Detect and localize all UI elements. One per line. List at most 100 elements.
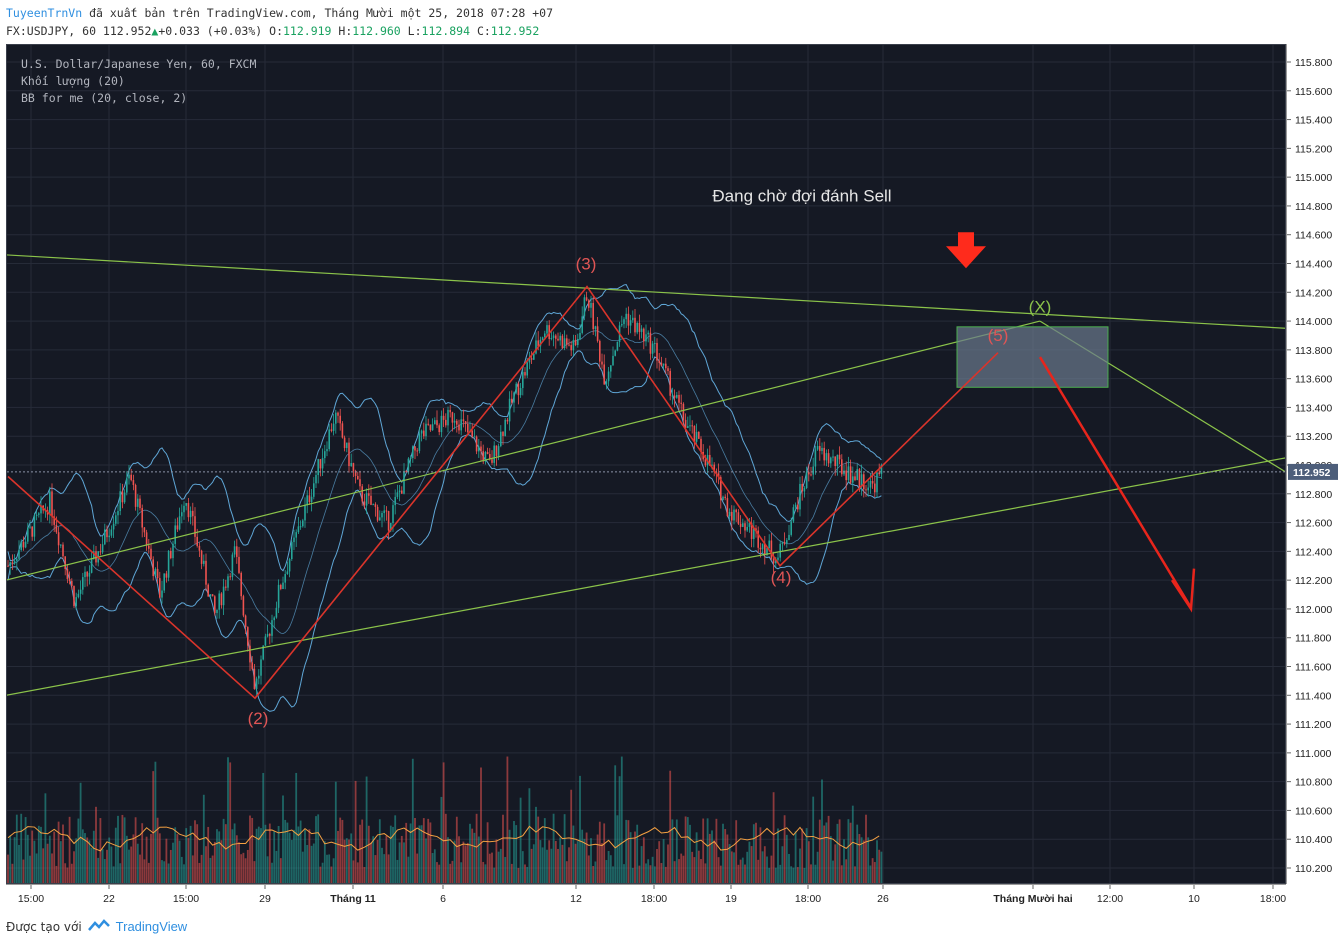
chart-pane[interactable]: (2) (3) (4) (5) (X) Đang chờ đợi đánh Sell U.… [6, 44, 1286, 884]
volume-bar [574, 843, 577, 883]
volume-bar [429, 822, 432, 883]
volume-bar [55, 865, 58, 883]
volume-bar [13, 837, 16, 883]
price-axis[interactable]: 115.800 115.600 115.400 115.200 115.000 114.8… [1286, 44, 1339, 884]
volume-bar [755, 822, 757, 883]
candle-body [119, 491, 121, 511]
candle-body [497, 446, 500, 456]
volume-bar [579, 775, 581, 883]
volume-bar [378, 819, 381, 883]
volume-bar [350, 833, 353, 883]
volume-bar [279, 858, 282, 883]
candle-body [814, 449, 817, 467]
candle-body [552, 335, 555, 339]
candle-body [695, 431, 698, 442]
candle-body [671, 395, 674, 397]
volume-bar [816, 851, 819, 883]
price-tick-label: 115.800 [1295, 57, 1332, 69]
candle-body [262, 645, 264, 660]
candle-body [832, 456, 834, 458]
volume-bar [594, 861, 597, 883]
volume-bar [222, 818, 225, 883]
candle-body [572, 339, 575, 351]
volume-bar [590, 838, 592, 883]
author-link[interactable]: TuyeenTrnVn [6, 6, 83, 20]
volume-bar [92, 830, 95, 883]
candle-body [504, 419, 506, 436]
candle-body [130, 474, 132, 481]
candle-body [231, 554, 234, 577]
volume-bar [603, 823, 606, 883]
candle-body [387, 511, 390, 531]
candle-body [205, 560, 207, 585]
volume-bar [306, 844, 309, 883]
candle-body [803, 487, 806, 492]
volume-bar [686, 817, 689, 883]
volume-bar [84, 833, 86, 883]
candle-body [62, 544, 64, 557]
volume-bar [612, 866, 614, 883]
candle-body [260, 659, 262, 676]
volume-bar [407, 856, 410, 883]
candle-body [753, 528, 755, 539]
volume-bar [297, 826, 300, 883]
candle-body [651, 343, 654, 354]
price-tick-label: 115.600 [1295, 86, 1332, 98]
candle-body [638, 322, 641, 332]
volume-bar [330, 866, 333, 883]
legend-symbol[interactable]: U.S. Dollar/Japanese Yen, 60, FXCM [21, 57, 257, 71]
price-tick-label: 110.800 [1295, 777, 1332, 789]
candle-body [321, 458, 324, 469]
volume-bar [400, 835, 403, 883]
candle-body [629, 320, 632, 326]
volume-bar [59, 841, 62, 883]
volume-bar [88, 840, 91, 883]
volume-bar [231, 829, 234, 883]
volume-bar [658, 841, 661, 883]
volume-bar [227, 757, 229, 883]
candle-body [86, 571, 88, 577]
candle-body [478, 446, 480, 452]
volume-bar [255, 828, 258, 883]
volume-bar [587, 855, 590, 883]
volume-bar [381, 847, 383, 883]
candle-body [57, 532, 60, 546]
chart-canvas[interactable]: (2) (3) (4) (5) (X) Đang chờ đợi đánh Sell [7, 45, 1285, 883]
volume-bar [363, 866, 366, 883]
candle-body [654, 343, 656, 345]
volume-bar [807, 841, 810, 883]
volume-bar [821, 779, 823, 883]
legend-bollinger[interactable]: BB for me (20, close, 2) [21, 91, 188, 105]
volume-bar [871, 858, 874, 883]
price-tick-label: 114.400 [1295, 259, 1332, 271]
legend-volume[interactable]: Khối lượng (20) [21, 74, 125, 88]
candle-body [55, 524, 58, 533]
candle-body [203, 560, 205, 564]
candle-body [566, 338, 568, 345]
volume-bar [849, 822, 852, 883]
volume-bar [843, 839, 845, 883]
volume-bar [649, 865, 652, 883]
time-axis[interactable]: 15:00 22 15:00 29 Tháng 11 6 12 18:00 19 18:00 26 T… [6, 884, 1286, 913]
candle-body [431, 424, 434, 431]
price-tick-label: 111.200 [1295, 719, 1332, 731]
candle-body [711, 464, 713, 466]
candle-body [220, 593, 223, 606]
volume-bar [57, 821, 60, 883]
wave-label: (X) [1029, 297, 1052, 316]
candle-body [104, 529, 106, 545]
candle-body [255, 678, 258, 690]
volume-bar [301, 851, 304, 883]
volume-bar [499, 848, 502, 883]
candle-body [473, 436, 476, 438]
candle-body [709, 454, 711, 466]
candle-body [302, 520, 304, 527]
volume-bar [409, 823, 412, 883]
volume-bar [557, 848, 559, 883]
volume-bar [286, 822, 289, 883]
candle-body [370, 495, 372, 505]
time-tick-label: 12 [570, 893, 582, 905]
candle-body [403, 471, 405, 494]
candle-body [214, 596, 216, 614]
tradingview-brand[interactable]: TradingView [115, 919, 188, 934]
